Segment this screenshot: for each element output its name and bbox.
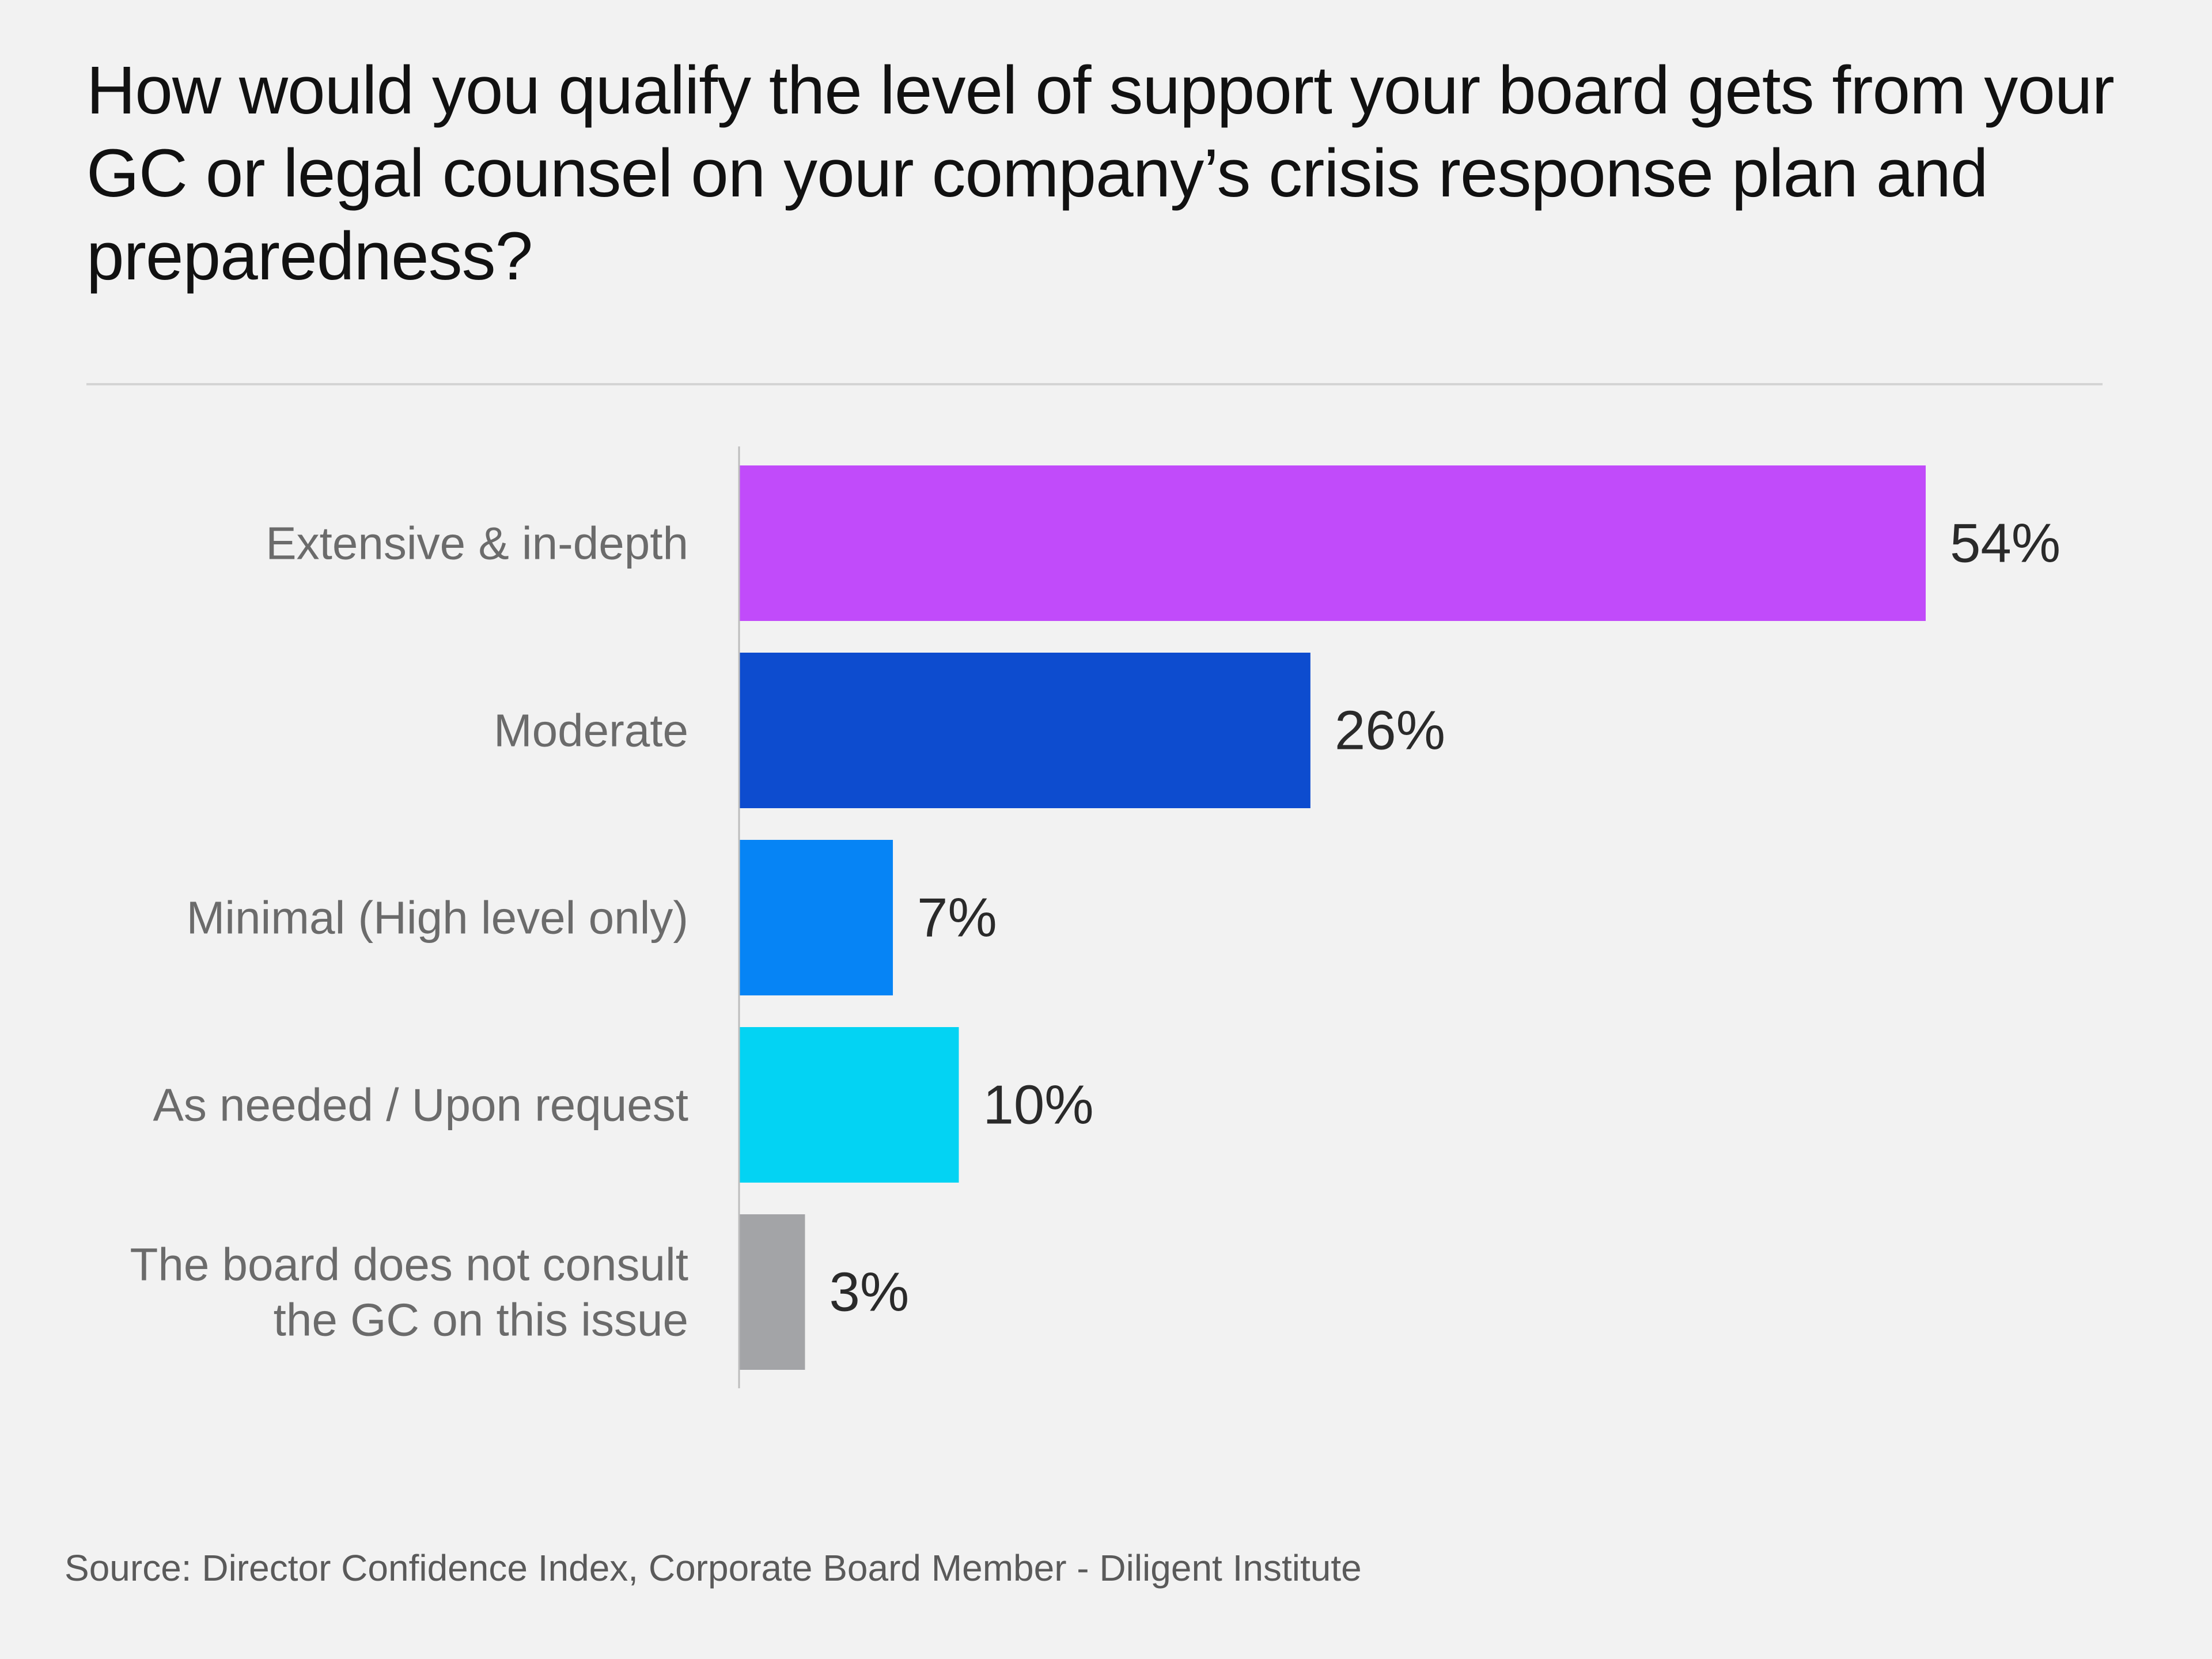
bar-value-label: 10% <box>983 1074 1093 1136</box>
category-label: Moderate <box>494 705 688 756</box>
bar <box>739 1027 959 1183</box>
source-note: Source: Director Confidence Index, Corpo… <box>65 1547 1362 1589</box>
bar <box>739 465 1926 621</box>
bar-value-label: 3% <box>829 1262 909 1323</box>
bar <box>739 653 1310 808</box>
category-label: As needed / Upon request <box>153 1080 688 1131</box>
category-label: Extensive & in-depth <box>266 518 688 569</box>
bar-value-label: 7% <box>917 887 997 949</box>
category-label: Minimal (High level only) <box>187 892 688 944</box>
chart-title: How would you qualify the level of suppo… <box>86 52 2115 294</box>
bar-value-label: 54% <box>1950 513 2061 574</box>
category-label: the GC on this issue <box>274 1294 688 1346</box>
category-label: The board does not consult <box>130 1239 688 1290</box>
bar <box>739 1214 805 1370</box>
bar <box>739 840 893 995</box>
title-divider <box>86 383 2103 385</box>
bar-value-label: 26% <box>1335 700 1445 762</box>
